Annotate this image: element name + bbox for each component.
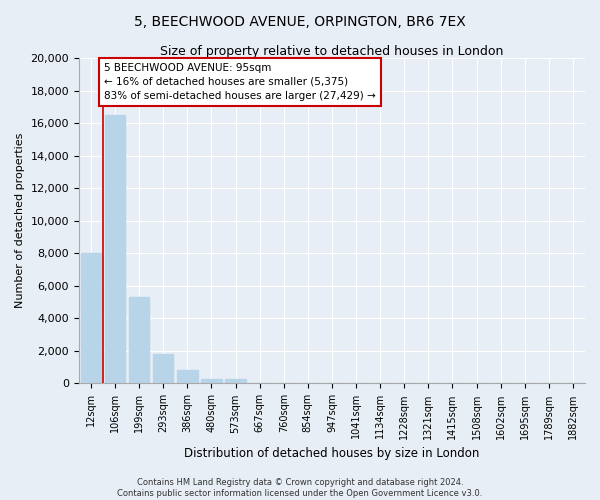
- Y-axis label: Number of detached properties: Number of detached properties: [15, 133, 25, 308]
- Bar: [226, 378, 246, 384]
- Bar: [201, 378, 221, 384]
- Title: Size of property relative to detached houses in London: Size of property relative to detached ho…: [160, 45, 503, 58]
- Bar: [81, 254, 101, 384]
- X-axis label: Distribution of detached houses by size in London: Distribution of detached houses by size …: [184, 447, 479, 460]
- Text: Contains HM Land Registry data © Crown copyright and database right 2024.
Contai: Contains HM Land Registry data © Crown c…: [118, 478, 482, 498]
- Bar: [177, 370, 197, 384]
- Text: 5 BEECHWOOD AVENUE: 95sqm
← 16% of detached houses are smaller (5,375)
83% of se: 5 BEECHWOOD AVENUE: 95sqm ← 16% of detac…: [104, 63, 376, 101]
- Bar: [105, 115, 125, 384]
- Bar: [153, 354, 173, 384]
- Text: 5, BEECHWOOD AVENUE, ORPINGTON, BR6 7EX: 5, BEECHWOOD AVENUE, ORPINGTON, BR6 7EX: [134, 15, 466, 29]
- Bar: [129, 297, 149, 384]
